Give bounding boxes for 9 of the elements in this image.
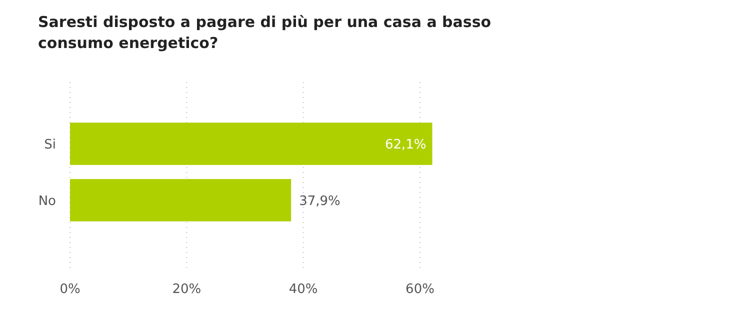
chart-title: Saresti disposto a pagare di più per una casa a basso consumo energetico? (38, 13, 492, 52)
x-tick-label: 40% (288, 282, 318, 297)
data-label: 62,1% (384, 137, 426, 152)
y-tick-label: No (38, 194, 56, 209)
x-tick-label: 20% (172, 282, 202, 297)
data-label: 37,9% (299, 194, 340, 209)
y-tick-label: Si (44, 137, 56, 152)
x-tick-label: 0% (60, 282, 80, 297)
x-tick-label: 60% (406, 282, 434, 297)
